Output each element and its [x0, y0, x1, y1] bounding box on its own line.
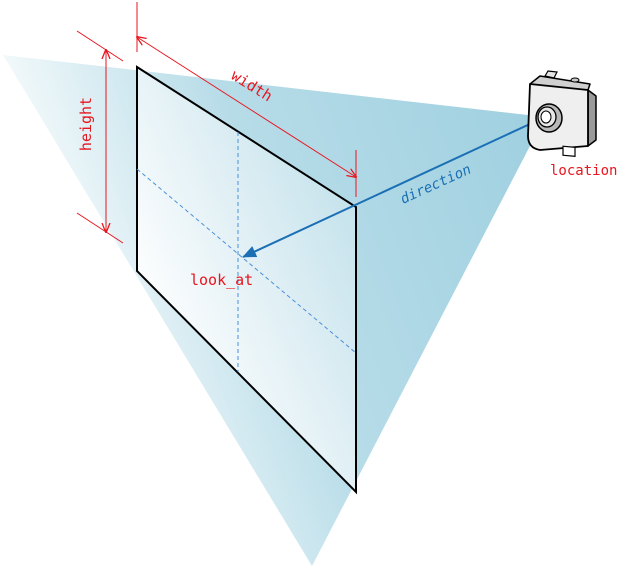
- plane-horizontal-guide: [136, 168, 357, 354]
- height-extension-line-bottom: [76, 212, 124, 244]
- direction-arrow: [242, 116, 546, 258]
- location-label: location: [550, 163, 617, 179]
- camera-icon: [527, 70, 597, 157]
- height-label: height: [77, 97, 95, 151]
- look-at-label: look_at: [190, 271, 253, 289]
- width-dimension-line: [137, 37, 356, 177]
- height-extension-line-top: [76, 30, 124, 62]
